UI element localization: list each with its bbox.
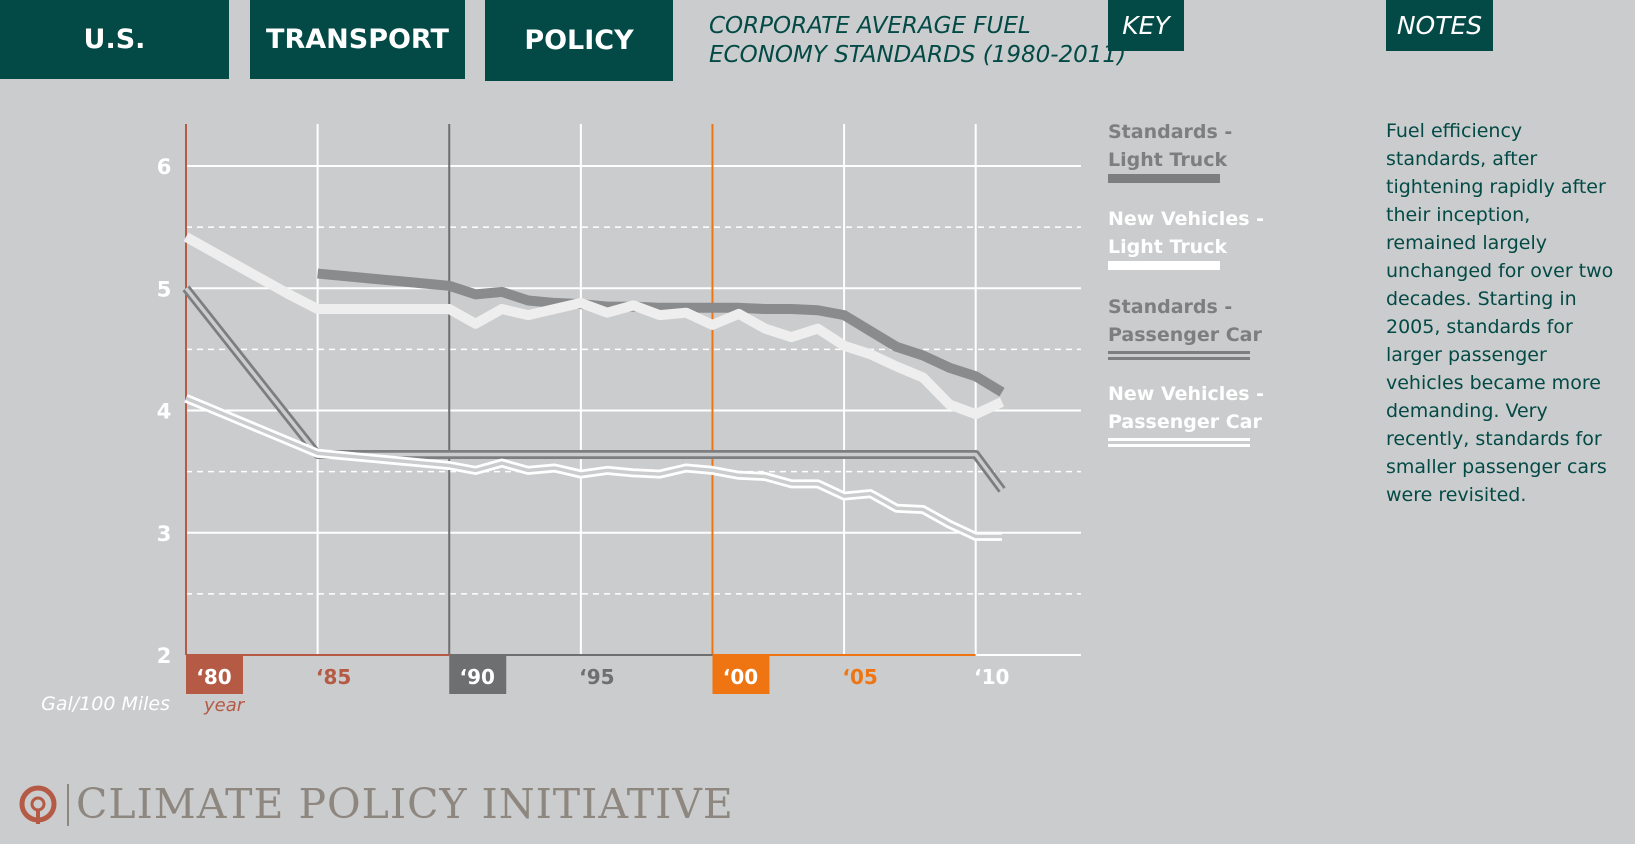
legend-label-line1: New Vehicles - [1108,208,1265,230]
legend-label-line2: Light Truck [1108,149,1228,171]
series-line-standards-passenger-car-gap [184,287,1004,492]
tab-policy-label: POLICY [524,25,634,56]
x-tick-label: ‘05 [842,665,877,689]
tab-us-label: U.S. [83,24,146,55]
legend-new-vehicles-light-truck: New Vehicles - Light Truck [1108,205,1264,270]
key-header: KEY [1108,0,1184,51]
x-tick-label: ‘10 [974,665,1009,689]
chart-title-line1: CORPORATE AVERAGE FUEL [709,13,1031,39]
tab-transport[interactable]: TRANSPORT [250,0,465,79]
x-tick-label: ‘85 [316,665,351,689]
series-line-standards-light-truck [317,268,1005,397]
legend-new-vehicles-passenger-car: New Vehicles - Passenger Car [1108,380,1264,447]
legend-label-line1: Standards - [1108,296,1233,318]
tab-us[interactable]: U.S. [0,0,229,79]
logo-text: CLIMATE POLICY INITIATIVE [76,780,734,828]
y-axis-unit-label: Gal/100 Miles [41,693,170,715]
legend-label-line2: Passenger Car [1108,324,1262,346]
chart-title: CORPORATE AVERAGE FUEL ECONOMY STANDARDS… [709,12,1126,70]
x-tick-box [186,656,243,694]
legend-label-line2: Light Truck [1108,236,1228,258]
tab-policy[interactable]: POLICY [485,0,673,81]
y-tick-label: 3 [157,522,172,546]
legend-standards-light-truck: Standards - Light Truck [1108,118,1232,183]
x-tick-label: ‘95 [579,665,614,689]
series-line-new-vehicles-passenger-car-gap [185,396,1003,539]
cpi-logo-icon [19,784,69,826]
notes-text: Fuel efficiency standards, after tighten… [1386,120,1614,506]
y-tick-label: 2 [157,644,172,668]
tab-transport-label: TRANSPORT [266,24,449,55]
y-tick-label: 5 [157,277,172,301]
notes-header-label: NOTES [1396,11,1483,40]
chart-title-line2: ECONOMY STANDARDS (1980-2011) [709,42,1127,68]
legend-label-line1: Standards - [1108,121,1233,143]
legend-swatch-thick-gray [1108,174,1220,183]
y-tick-label: 6 [157,155,172,179]
legend-swatch-double-gray [1108,351,1250,360]
fuel-economy-chart: 2 3 4 5 6 ‘80 ‘85 ‘90 ‘95 ‘00 ‘05 ‘10 [157,124,1081,694]
series-line-new-vehicles-light-truck [183,232,1005,420]
x-tick-label: ‘90 [460,665,495,689]
x-tick-label: ‘80 [196,665,231,689]
x-tick-box [449,656,507,694]
legend-swatch-thick-white [1108,261,1220,270]
legend-standards-passenger-car: Standards - Passenger Car [1108,293,1262,360]
series-line-standards-passenger-car [182,285,1006,493]
x-tick-label: ‘00 [723,665,758,689]
y-tick-label: 4 [157,400,172,424]
legend-label-line1: New Vehicles - [1108,383,1265,405]
key-header-label: KEY [1122,11,1170,40]
legend-swatch-double-white [1108,438,1250,447]
x-axis-label: year [204,695,245,716]
series-line-new-vehicles-passenger-car [184,394,1003,541]
x-tick-box [712,656,770,694]
notes-header: NOTES [1386,0,1493,51]
legend-label-line2: Passenger Car [1108,411,1262,433]
